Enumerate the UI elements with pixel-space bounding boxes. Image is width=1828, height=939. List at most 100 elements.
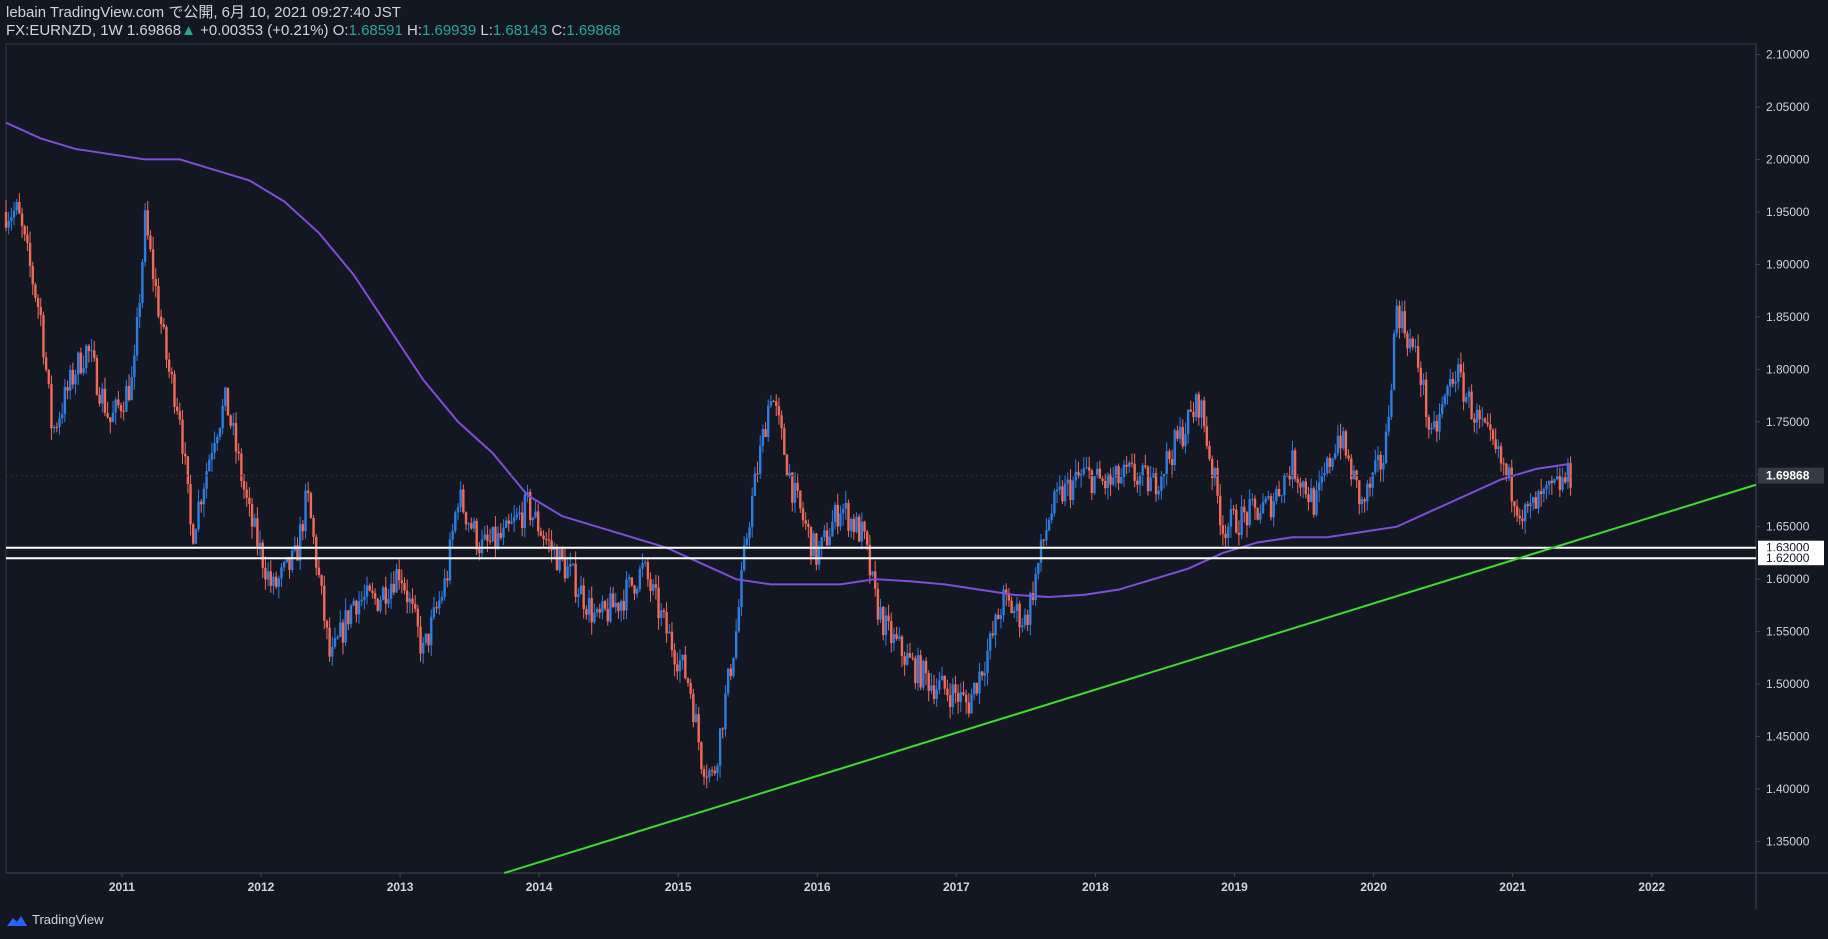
candle-body: [1197, 394, 1201, 418]
candle-body: [237, 451, 240, 454]
candle-body: [272, 576, 275, 586]
candle-body: [44, 357, 48, 370]
candle-body: [1483, 418, 1487, 423]
candle-body: [464, 512, 468, 525]
x-tick-label: 2016: [804, 880, 831, 894]
candle-body: [451, 530, 454, 540]
candle-body: [496, 532, 500, 548]
candle-body: [125, 385, 128, 412]
candle-body: [331, 646, 334, 657]
candle-body: [325, 620, 329, 628]
y-tick-label: 1.80000: [1766, 362, 1810, 376]
candle-body: [1205, 426, 1209, 446]
candle-body: [1077, 471, 1080, 477]
candle-body: [1039, 539, 1043, 563]
x-tick-label: 2011: [109, 880, 135, 894]
candle-body: [363, 596, 366, 600]
candle-body: [1505, 463, 1508, 476]
candle-body: [1569, 462, 1572, 488]
candle-body: [127, 385, 131, 401]
candle-body: [467, 523, 470, 525]
close-value: 1.69868: [566, 22, 621, 39]
y-tick-label: 2.10000: [1766, 47, 1810, 61]
candle-body: [1021, 625, 1024, 628]
candle-body: [1521, 518, 1524, 522]
candle-body: [1320, 475, 1324, 483]
candle-body: [95, 358, 99, 395]
candle-body: [1497, 446, 1500, 450]
candle-body: [1542, 488, 1546, 495]
candle-body: [448, 539, 452, 581]
candle-body: [1144, 465, 1147, 467]
candle-body: [716, 765, 719, 774]
candle-body: [379, 599, 382, 611]
candle-body: [898, 636, 901, 639]
candle-body: [101, 388, 104, 404]
candle-body: [769, 401, 773, 406]
candle-body: [502, 527, 505, 538]
candle-body: [668, 631, 671, 634]
candle-body: [507, 520, 511, 524]
candle-body: [1221, 525, 1225, 534]
candle-body: [1366, 483, 1369, 502]
uptrend-line: [504, 483, 1757, 874]
candle-body: [389, 583, 393, 599]
candle-body: [1066, 479, 1069, 484]
candle-body: [1564, 477, 1567, 483]
candle-body: [1510, 467, 1513, 502]
candle-body: [90, 350, 93, 352]
candle-body: [1245, 512, 1249, 526]
candle-body: [625, 579, 628, 611]
candle-body: [261, 542, 264, 568]
candle-body: [895, 634, 898, 639]
candle-body: [1398, 305, 1401, 329]
candle-body: [1002, 589, 1005, 616]
candle-body: [1293, 450, 1297, 480]
up-arrow-icon: ▲: [181, 22, 196, 39]
candle-body: [1555, 475, 1559, 480]
candle-body: [422, 642, 425, 654]
candle-body: [328, 627, 331, 657]
candle-body: [1275, 488, 1278, 502]
candle-body: [1018, 603, 1021, 628]
candle-body: [1358, 480, 1361, 505]
candle-body: [989, 633, 992, 651]
open-label: O:: [332, 22, 349, 39]
candle-body: [1082, 468, 1086, 474]
candle-body: [1026, 614, 1029, 625]
candle-body: [1050, 513, 1053, 520]
candle-body: [488, 540, 492, 542]
candle-body: [510, 521, 513, 524]
candle-body: [1160, 476, 1163, 491]
candle-body: [630, 577, 634, 586]
x-tick-label: 2013: [387, 880, 414, 894]
candle-body: [218, 428, 222, 437]
candle-body: [197, 501, 200, 530]
candle-body: [274, 576, 278, 587]
candle-body: [635, 589, 639, 594]
candle-body: [662, 610, 666, 612]
candle-body: [149, 235, 152, 250]
candle-body: [355, 600, 358, 615]
candle-body: [1390, 389, 1393, 417]
candle-body: [1288, 475, 1291, 480]
candle-body: [31, 265, 34, 285]
candle-body: [932, 685, 936, 699]
candle-body: [1454, 381, 1457, 384]
candle-body: [232, 422, 235, 426]
candle-body: [740, 570, 743, 607]
candle-body: [1411, 338, 1414, 347]
candle-body: [1489, 424, 1492, 430]
candle-body: [216, 436, 219, 444]
plot-frame: [5, 43, 1757, 874]
candle-body: [18, 201, 21, 214]
candle-body: [1106, 474, 1110, 489]
candle-body: [483, 534, 486, 540]
candle-body: [1007, 593, 1011, 601]
candle-body: [258, 542, 262, 547]
candle-body: [373, 593, 377, 599]
candle-body: [60, 414, 64, 419]
close-label: C:: [551, 22, 567, 39]
candle-body: [186, 456, 190, 485]
